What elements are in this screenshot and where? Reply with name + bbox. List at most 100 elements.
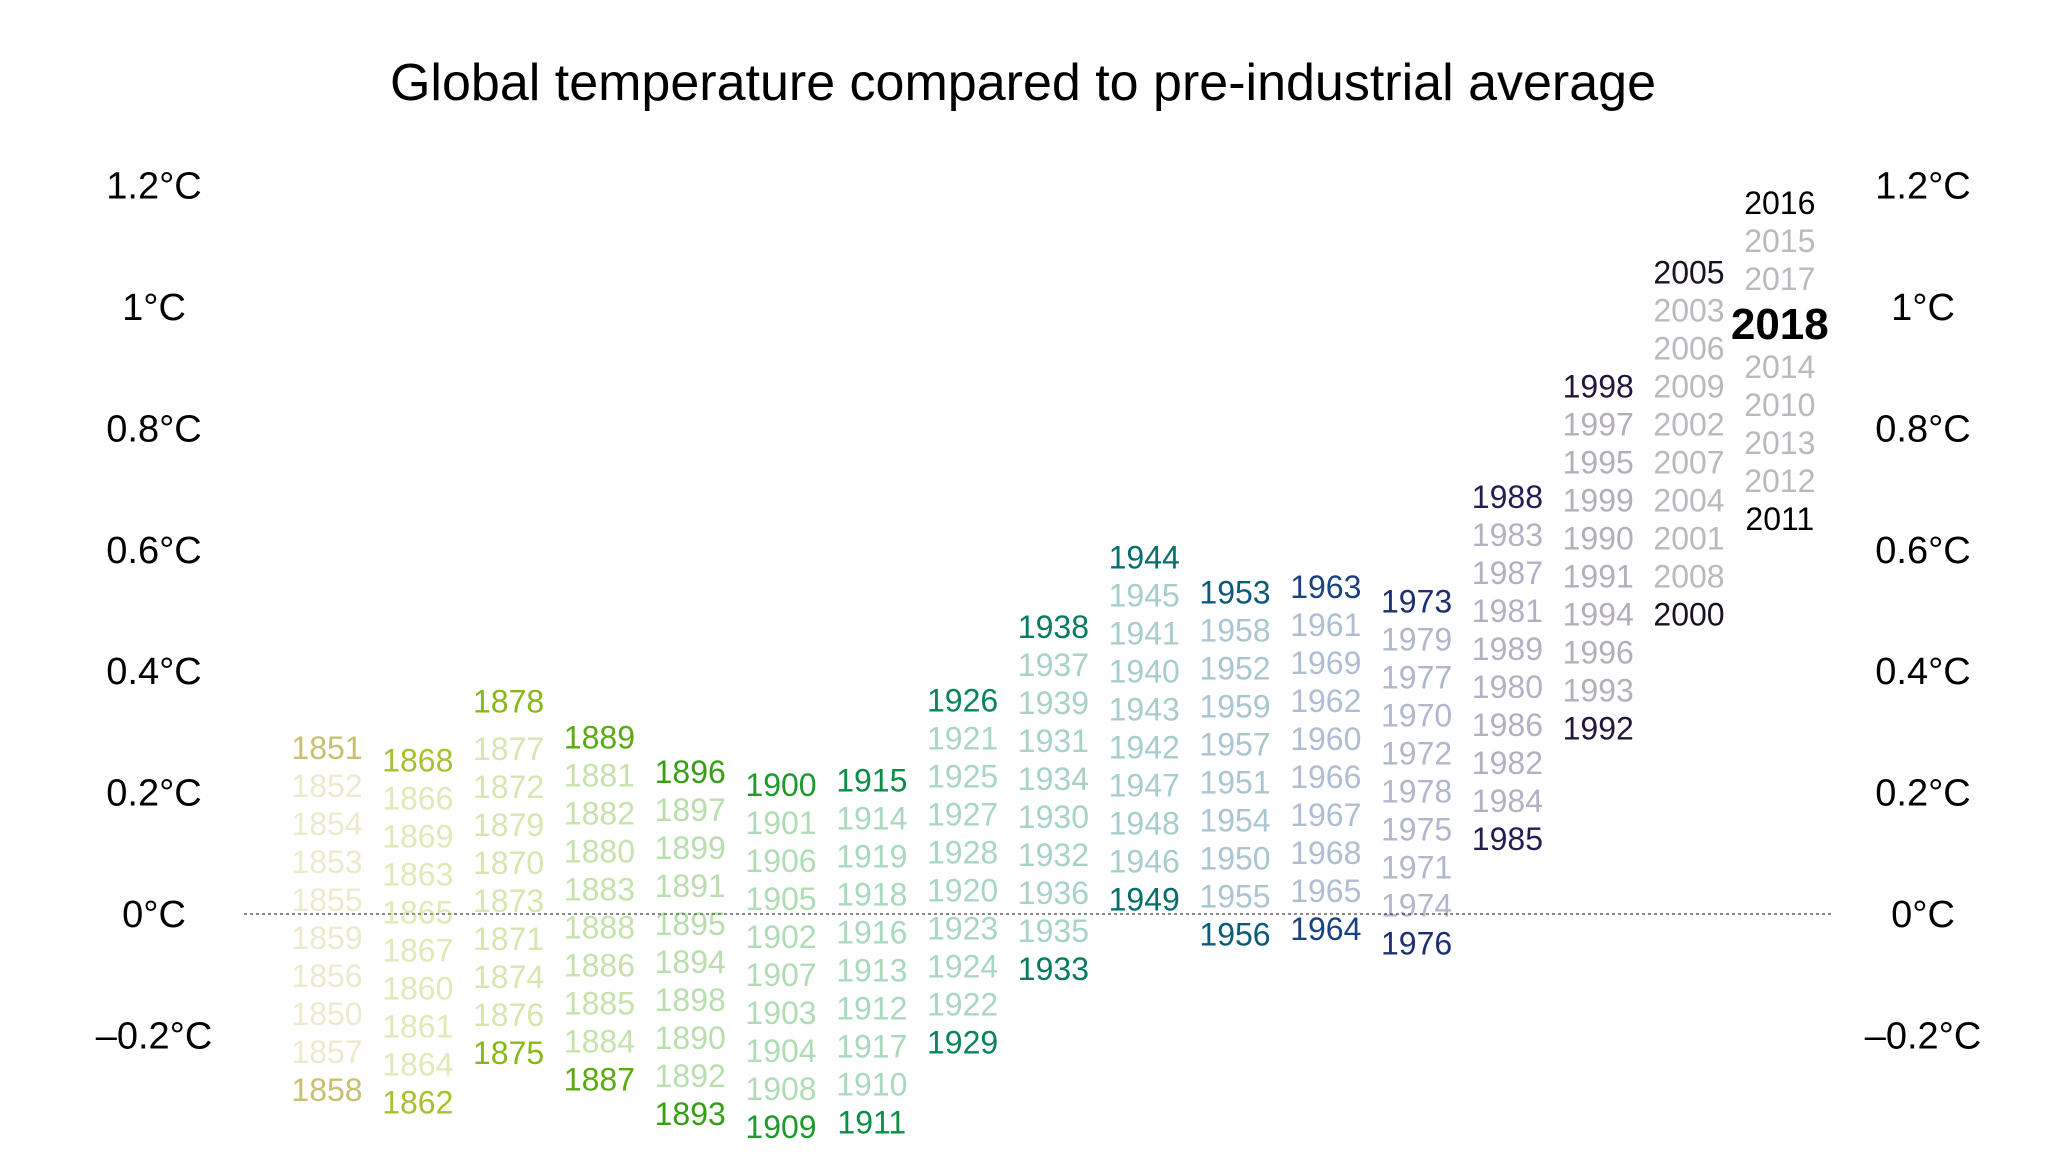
year-label-1972: 1972: [1381, 736, 1452, 772]
year-label-1861: 1861: [382, 1009, 453, 1045]
y-axis-left: –0.2°C 0°C 0.2°C 0.4°C 0.6°C 0.8°C 1°C 1…: [96, 166, 213, 1058]
year-label-1883: 1883: [564, 872, 635, 908]
year-label-1921: 1921: [927, 721, 998, 757]
year-label-1954: 1954: [1199, 802, 1270, 838]
y-tick-label-left: 0.4°C: [106, 651, 201, 693]
year-label-1997: 1997: [1563, 407, 1634, 443]
year-label-1942: 1942: [1109, 729, 1180, 765]
year-label-1969: 1969: [1290, 645, 1361, 681]
year-label-1961: 1961: [1290, 607, 1361, 643]
year-label-1949: 1949: [1109, 881, 1180, 917]
year-label-2005: 2005: [1653, 255, 1724, 291]
year-label-1977: 1977: [1381, 660, 1452, 696]
year-label-1991: 1991: [1563, 559, 1634, 595]
year-label-2006: 2006: [1653, 331, 1724, 367]
year-label-1852: 1852: [291, 768, 362, 804]
year-label-1863: 1863: [382, 857, 453, 893]
year-label-1859: 1859: [291, 920, 362, 956]
y-tick-label-left: 0.2°C: [106, 773, 201, 815]
year-label-1907: 1907: [745, 957, 816, 993]
year-label-2004: 2004: [1653, 483, 1724, 519]
year-label-1870: 1870: [473, 845, 544, 881]
year-label-1935: 1935: [1018, 913, 1089, 949]
year-label-1864: 1864: [382, 1047, 453, 1083]
year-label-1894: 1894: [655, 944, 726, 980]
year-label-1913: 1913: [836, 953, 907, 989]
year-label-1892: 1892: [655, 1058, 726, 1094]
year-label-1888: 1888: [564, 910, 635, 946]
year-label-1973: 1973: [1381, 584, 1452, 620]
y-tick-label-left: 0.6°C: [106, 530, 201, 572]
year-label-2008: 2008: [1653, 559, 1724, 595]
year-label-1893: 1893: [655, 1096, 726, 1132]
year-label-1999: 1999: [1563, 483, 1634, 519]
year-label-1958: 1958: [1199, 612, 1270, 648]
y-tick-label-right: –0.2°C: [1865, 1015, 1982, 1057]
year-label-1938: 1938: [1018, 609, 1089, 645]
year-label-1891: 1891: [655, 868, 726, 904]
year-label-1856: 1856: [291, 958, 362, 994]
year-label-1868: 1868: [382, 743, 453, 779]
year-label-1965: 1965: [1290, 873, 1361, 909]
year-label-1873: 1873: [473, 883, 544, 919]
year-label-1968: 1968: [1290, 835, 1361, 871]
year-label-1924: 1924: [927, 949, 998, 985]
year-label-1910: 1910: [836, 1067, 907, 1103]
year-label-1979: 1979: [1381, 622, 1452, 658]
year-label-2017: 2017: [1744, 261, 1815, 297]
year-label-1947: 1947: [1109, 767, 1180, 803]
year-label-1978: 1978: [1381, 774, 1452, 810]
year-labels: 1851185218541853185518591856185018571858…: [291, 185, 1828, 1145]
y-tick-label-left: 1.2°C: [106, 166, 201, 208]
year-label-1899: 1899: [655, 830, 726, 866]
year-label-1889: 1889: [564, 720, 635, 756]
year-label-2012: 2012: [1744, 463, 1815, 499]
year-label-1931: 1931: [1018, 723, 1089, 759]
year-label-1872: 1872: [473, 769, 544, 805]
year-label-2013: 2013: [1744, 425, 1815, 461]
y-tick-label-right: 0.2°C: [1875, 773, 1970, 815]
year-label-1986: 1986: [1472, 707, 1543, 743]
year-label-1937: 1937: [1018, 647, 1089, 683]
year-label-2003: 2003: [1653, 293, 1724, 329]
year-label-1878: 1878: [473, 684, 544, 720]
year-label-1959: 1959: [1199, 688, 1270, 724]
year-label-1989: 1989: [1472, 631, 1543, 667]
year-label-1906: 1906: [745, 843, 816, 879]
y-axis-right: –0.2°C 0°C 0.2°C 0.4°C 0.6°C 0.8°C 1°C 1…: [1865, 166, 1982, 1058]
year-label-2010: 2010: [1744, 387, 1815, 423]
year-label-1995: 1995: [1563, 445, 1634, 481]
year-label-2016: 2016: [1744, 185, 1815, 221]
year-label-1981: 1981: [1472, 593, 1543, 629]
year-label-1928: 1928: [927, 835, 998, 871]
y-tick-label-left: –0.2°C: [96, 1015, 213, 1057]
year-label-1950: 1950: [1199, 840, 1270, 876]
y-tick-label-left: 1°C: [122, 287, 186, 329]
year-label-1994: 1994: [1563, 597, 1634, 633]
year-label-1943: 1943: [1109, 691, 1180, 727]
year-label-1933: 1933: [1018, 951, 1089, 987]
year-label-1908: 1908: [745, 1071, 816, 1107]
year-label-1917: 1917: [836, 1029, 907, 1065]
year-label-1885: 1885: [564, 986, 635, 1022]
year-label-1956: 1956: [1199, 916, 1270, 952]
year-label-2000: 2000: [1653, 597, 1724, 633]
year-label-1923: 1923: [927, 911, 998, 947]
year-label-1967: 1967: [1290, 797, 1361, 833]
year-label-1871: 1871: [473, 921, 544, 957]
year-label-1970: 1970: [1381, 698, 1452, 734]
year-label-1909: 1909: [745, 1109, 816, 1145]
year-label-1860: 1860: [382, 971, 453, 1007]
year-label-1877: 1877: [473, 731, 544, 767]
year-label-1853: 1853: [291, 844, 362, 880]
year-label-1948: 1948: [1109, 805, 1180, 841]
year-label-1857: 1857: [291, 1034, 362, 1070]
year-label-1927: 1927: [927, 797, 998, 833]
year-label-1890: 1890: [655, 1020, 726, 1056]
year-label-1944: 1944: [1109, 539, 1180, 575]
year-label-1911: 1911: [837, 1105, 906, 1141]
year-label-1869: 1869: [382, 819, 453, 855]
year-label-1934: 1934: [1018, 761, 1089, 797]
year-label-1952: 1952: [1199, 650, 1270, 686]
year-label-1982: 1982: [1472, 745, 1543, 781]
